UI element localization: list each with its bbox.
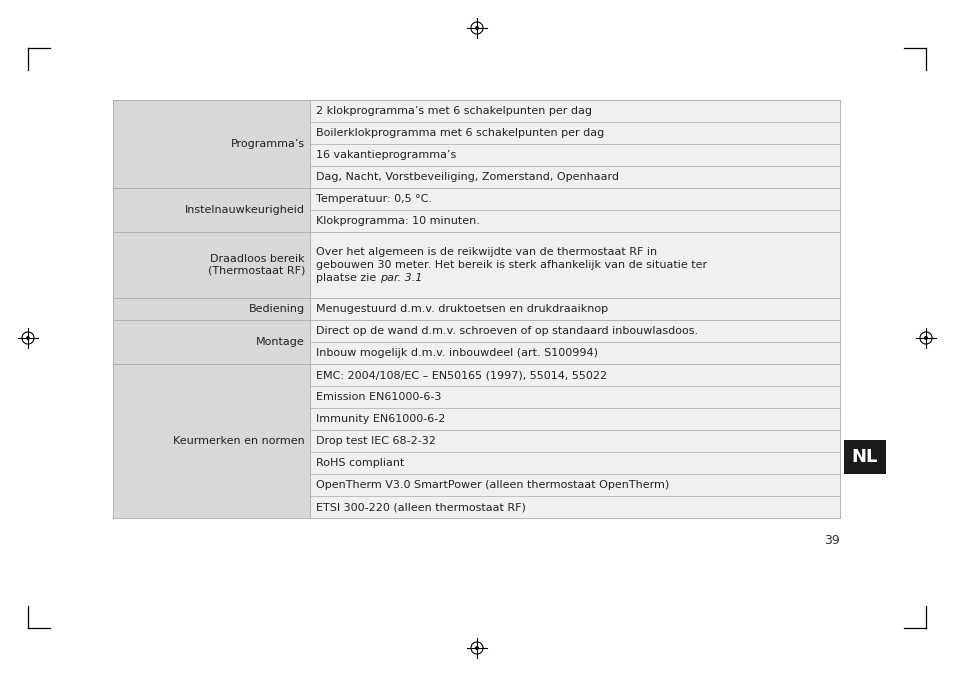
Text: Draadloos bereik
(Thermostaat RF): Draadloos bereik (Thermostaat RF) [208,254,305,276]
Bar [310,496,840,518]
Bar [310,232,840,298]
Text: OpenTherm V3.0 SmartPower (alleen thermostaat OpenTherm): OpenTherm V3.0 SmartPower (alleen thermo… [315,480,669,490]
Text: NL: NL [851,448,878,466]
Circle shape [923,336,927,340]
Bar [310,452,840,474]
Text: 39: 39 [823,533,840,546]
Bar [310,122,840,144]
Text: Immunity EN61000-6-2: Immunity EN61000-6-2 [315,414,445,424]
Bar [310,386,840,408]
Bar [310,166,840,188]
Text: Emission EN61000-6-3: Emission EN61000-6-3 [315,392,441,402]
Text: Klokprogramma: 10 minuten.: Klokprogramma: 10 minuten. [315,216,479,226]
Text: Instelnauwkeurigheid: Instelnauwkeurigheid [185,205,305,215]
Text: RoHS compliant: RoHS compliant [315,458,404,468]
Bar [310,298,840,320]
Bar [310,188,840,210]
Text: Bediening: Bediening [249,304,305,314]
Text: Montage: Montage [256,337,305,347]
Circle shape [475,26,478,30]
Text: Programma’s: Programma’s [231,139,305,149]
Bar [112,298,310,320]
Bar [112,232,310,298]
Text: par. 3.1: par. 3.1 [379,273,421,283]
Text: Temperatuur: 0,5 °C.: Temperatuur: 0,5 °C. [315,194,432,204]
Bar [112,320,310,364]
Text: gebouwen 30 meter. Het bereik is sterk afhankelijk van de situatie ter: gebouwen 30 meter. Het bereik is sterk a… [315,260,706,270]
Text: EMC: 2004/108/EC – EN50165 (1997), 55014, 55022: EMC: 2004/108/EC – EN50165 (1997), 55014… [315,370,606,380]
Bar [112,100,310,188]
Text: 16 vakantieprogramma’s: 16 vakantieprogramma’s [315,150,456,160]
Bar [310,210,840,232]
Text: Direct op de wand d.m.v. schroeven of op standaard inbouwlasdoos.: Direct op de wand d.m.v. schroeven of op… [315,326,698,336]
Text: Keurmerken en normen: Keurmerken en normen [173,436,305,446]
Text: Drop test IEC 68-2-32: Drop test IEC 68-2-32 [315,436,436,446]
Bar [310,364,840,386]
Bar [310,320,840,342]
Text: Menugestuurd d.m.v. druktoetsen en drukdraaiknop: Menugestuurd d.m.v. druktoetsen en drukd… [315,304,607,314]
Bar [310,100,840,122]
Bar [112,364,310,518]
Text: ETSI 300-220 (alleen thermostaat RF): ETSI 300-220 (alleen thermostaat RF) [315,502,525,512]
Bar [310,430,840,452]
Text: plaatse zie: plaatse zie [315,273,379,283]
Text: Over het algemeen is de reikwijdte van de thermostaat RF in: Over het algemeen is de reikwijdte van d… [315,247,657,257]
Bar [843,440,885,474]
Bar [310,342,840,364]
Text: 2 klokprogramma’s met 6 schakelpunten per dag: 2 klokprogramma’s met 6 schakelpunten pe… [315,106,592,116]
Text: Inbouw mogelijk d.m.v. inbouwdeel (art. S100994): Inbouw mogelijk d.m.v. inbouwdeel (art. … [315,348,598,358]
Bar [310,144,840,166]
Bar [310,474,840,496]
Bar [310,408,840,430]
Bar [112,188,310,232]
Text: Dag, Nacht, Vorstbeveiliging, Zomerstand, Openhaard: Dag, Nacht, Vorstbeveiliging, Zomerstand… [315,172,618,182]
Circle shape [475,646,478,650]
Circle shape [26,336,30,340]
Text: Boilerklokprogramma met 6 schakelpunten per dag: Boilerklokprogramma met 6 schakelpunten … [315,128,603,138]
